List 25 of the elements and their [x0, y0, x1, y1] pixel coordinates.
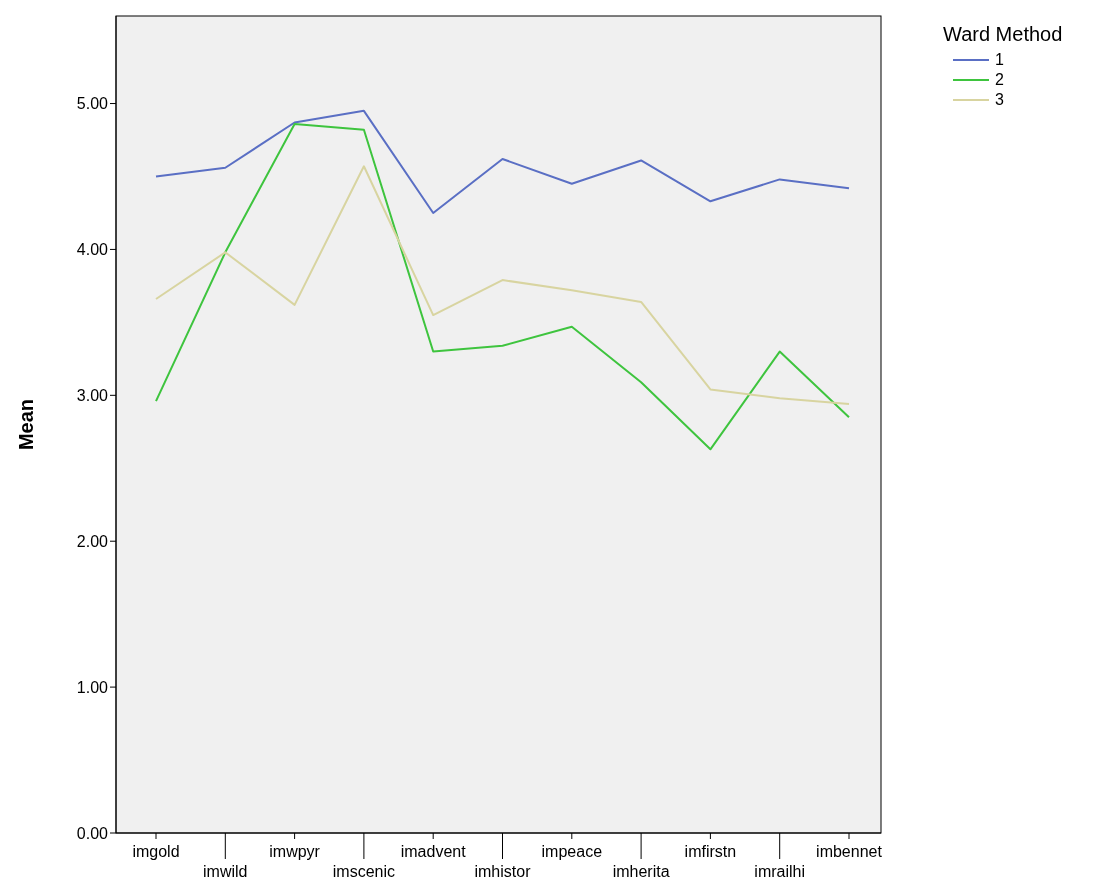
x-tick-label: imrailhi [754, 863, 806, 880]
legend-label: 2 [995, 70, 1004, 90]
x-tick-label: imscenic [332, 863, 396, 880]
y-tick-label: 3.00 [76, 387, 109, 404]
y-tick-label: 4.00 [76, 241, 109, 259]
x-tick-label: imgold [132, 843, 180, 860]
x-tick-label: imbennet [816, 843, 883, 860]
line-series [155, 122, 850, 451]
x-tick-label: imwpyr [269, 843, 321, 860]
line-series [155, 109, 850, 214]
x-tick-label: imwild [203, 863, 248, 880]
legend-label: 3 [995, 90, 1004, 110]
x-tick-label: imherita [612, 863, 670, 880]
legend-label: 1 [995, 50, 1004, 70]
x-tick-label: imhistor [474, 863, 532, 880]
legend-title: Ward Method [943, 23, 1064, 46]
y-tick-label: 5.00 [76, 95, 109, 113]
line-series [155, 165, 850, 406]
x-tick-label: impeace [541, 843, 603, 860]
y-tick-label: 0.00 [76, 824, 109, 842]
y-tick-label: 2.00 [76, 532, 109, 550]
y-axis-title: Mean [15, 398, 38, 451]
x-tick-label: imadvent [400, 843, 467, 860]
y-tick-label: 1.00 [76, 678, 109, 696]
x-tick-label: imfirstn [684, 843, 737, 860]
